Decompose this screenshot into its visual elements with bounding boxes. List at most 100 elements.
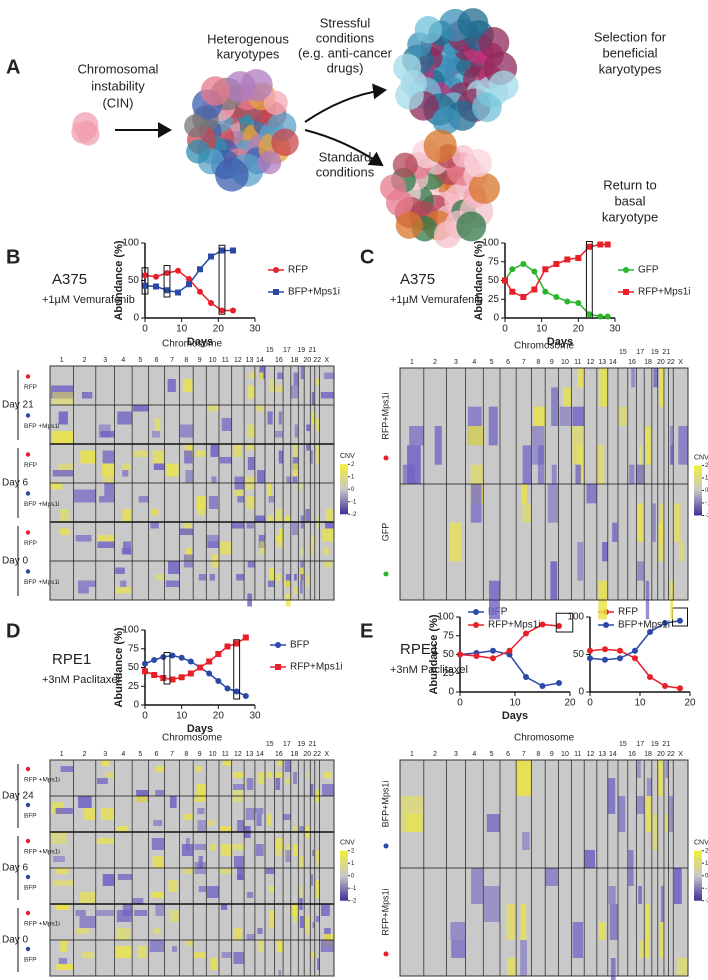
chromosome-label: 15	[266, 741, 274, 748]
heatmap-texture	[206, 405, 219, 412]
heatmap-texture	[234, 856, 245, 868]
heatmap-texture	[292, 826, 299, 832]
point	[186, 276, 192, 282]
y-tick-label: 25	[128, 681, 140, 692]
chromosome-label: 10	[561, 751, 569, 758]
heatmap-texture	[166, 463, 179, 477]
panel-label: B	[6, 246, 20, 268]
heatmap-texture	[559, 406, 572, 426]
heatmap-texture	[233, 928, 243, 940]
cell	[257, 150, 282, 175]
point	[151, 672, 158, 678]
point	[233, 640, 240, 647]
point	[490, 647, 496, 654]
heatmap-texture	[315, 450, 320, 464]
heatmap-texture	[300, 366, 304, 379]
heatmap-texture	[405, 814, 422, 832]
heatmap-texture	[636, 796, 645, 814]
annotation: drugs)	[327, 60, 364, 75]
heatmap-texture	[659, 922, 664, 958]
heatmap-texture	[237, 874, 243, 880]
y-tick-label: 25	[488, 294, 500, 305]
heatmap-texture	[293, 587, 298, 594]
annotation: conditions	[316, 30, 375, 45]
y-axis-label: Abundance (%)	[428, 614, 440, 694]
heatmap-texture	[658, 368, 664, 407]
treatment: +3nM Paclitaxel	[42, 674, 120, 686]
colorbar-label: -1	[351, 886, 357, 892]
heatmap-texture	[316, 444, 320, 451]
point	[597, 241, 604, 248]
heatmap-texture	[234, 489, 244, 496]
chromosome-label: 4	[121, 751, 125, 758]
heatmap-texture	[102, 463, 115, 477]
heatmap-texture	[610, 958, 616, 980]
heatmap-texture	[208, 496, 219, 509]
heatmap-texture	[257, 470, 265, 483]
heatmap-texture	[155, 904, 165, 916]
heatmap-texture	[232, 784, 245, 790]
heatmap-texture	[292, 910, 297, 922]
chromosome-label: 17	[636, 349, 644, 356]
heatmap-texture	[294, 424, 299, 438]
heatmap-texture	[55, 868, 69, 874]
point	[142, 660, 148, 667]
point	[169, 676, 176, 683]
point	[647, 629, 653, 635]
chromosome-label: 3	[454, 751, 458, 758]
chromosome-label: 3	[103, 751, 107, 758]
point	[242, 693, 249, 699]
cell	[432, 106, 461, 135]
heatmap-texture	[197, 502, 205, 516]
heatmap-texture	[60, 766, 74, 772]
point	[542, 288, 549, 295]
heatmap-texture	[80, 892, 96, 904]
cnv-title: CNV	[694, 840, 708, 847]
point	[506, 647, 513, 654]
point	[215, 651, 222, 657]
colorbar-label: 2	[351, 462, 355, 468]
heatmap-texture	[669, 796, 674, 832]
cell	[423, 129, 457, 163]
cell	[393, 53, 422, 82]
point	[187, 658, 194, 665]
heatmap-texture	[323, 772, 332, 778]
sample-label: BFP	[24, 957, 37, 964]
heatmap-texture	[325, 509, 334, 522]
chromosome-title: Chromosome	[162, 733, 222, 744]
cell	[464, 149, 492, 178]
point	[509, 288, 516, 295]
cell	[478, 27, 510, 59]
colorbar-label: 2	[351, 848, 355, 854]
heatmap-texture	[285, 850, 291, 862]
legend-label: RFP+Mps1i	[290, 662, 343, 673]
sample-marker	[25, 530, 31, 535]
annotation: Chromosomal	[78, 61, 159, 76]
y-tick-label: 0	[133, 700, 139, 711]
colorbar-label: -1	[705, 886, 708, 892]
chromosome-label: 18	[644, 359, 652, 366]
point	[617, 655, 623, 662]
heatmap-texture	[133, 405, 149, 412]
heatmap-texture	[293, 772, 298, 784]
chromosome-label: 14	[609, 751, 617, 758]
x-tick-label: 30	[249, 711, 261, 722]
heatmap-texture	[275, 778, 281, 790]
chromosome-label: 15	[266, 347, 274, 354]
heatmap-texture	[550, 561, 558, 600]
chromosome-label: 21	[309, 741, 317, 748]
point	[539, 683, 546, 689]
heatmap-texture	[306, 424, 311, 431]
heatmap-texture	[97, 535, 115, 542]
cell	[184, 114, 208, 138]
heatmap-texture	[449, 522, 462, 562]
chromosome-label: 12	[587, 359, 595, 366]
point	[153, 273, 159, 280]
highlight-box	[163, 652, 171, 685]
heatmap-texture	[83, 808, 96, 820]
day-label: Day 6	[2, 478, 29, 489]
chromosome-label: 6	[506, 359, 510, 366]
heatmap-texture	[153, 463, 165, 470]
heatmap-texture	[483, 886, 500, 922]
